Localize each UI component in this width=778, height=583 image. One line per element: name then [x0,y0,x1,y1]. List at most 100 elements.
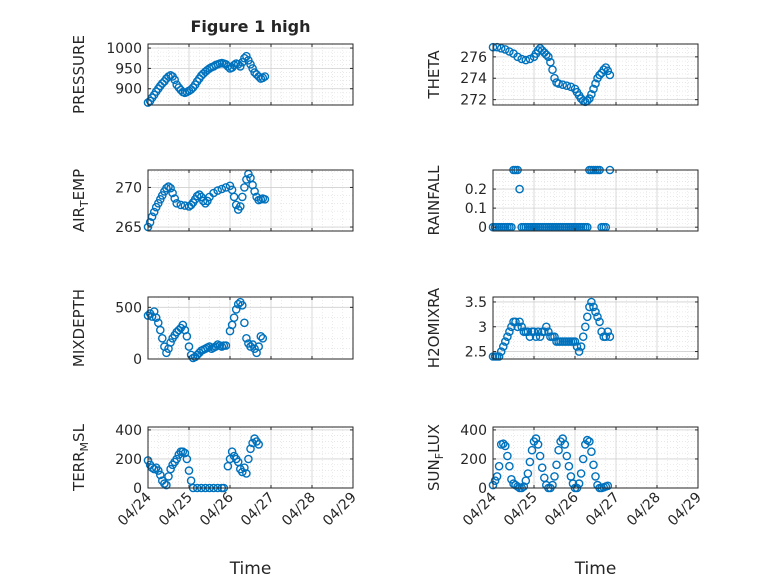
data-point [196,192,206,202]
data-point [498,439,508,449]
data-point [593,312,602,322]
data-point [151,313,161,323]
data-point [503,332,512,342]
data-point [172,198,181,208]
axes-box [492,43,699,106]
data-point [552,460,561,470]
y-axis-label: AIRTEMP [70,169,91,232]
axes-box [492,169,699,232]
data-point [585,302,594,312]
data-point [242,469,251,478]
major-grid [148,170,353,231]
data-point [180,448,190,458]
data-point [145,217,155,227]
data-point [246,342,255,351]
data-point [205,342,214,351]
y-axis-label-subscript: F [433,453,446,459]
data-point [176,200,186,210]
data-point [517,54,527,64]
data-point [248,64,257,73]
x-axis-label: Time [574,559,617,579]
x-tick-label: 04/28 [624,490,664,530]
data-point [229,60,239,70]
x-tick-label: 04/29 [665,490,705,530]
data-point [585,437,594,446]
data-point [544,52,553,62]
y-tick-label: 400 [115,423,142,439]
data-point [527,445,537,455]
data-point [560,440,570,449]
data-point [535,451,545,461]
y-axis-label: RAINFALL [425,165,443,236]
data-point [525,332,535,342]
data-point [525,54,535,64]
data-point [178,447,188,457]
data-point [535,332,545,342]
data-point [500,441,510,451]
data-point [503,451,512,461]
data-point [583,312,592,322]
data-point [500,45,510,54]
data-point [240,318,249,328]
data-point [186,200,196,210]
data-point [589,84,598,94]
data-point [223,62,233,71]
data-point [166,338,175,347]
data-point [519,482,529,491]
y-tick-label: 0 [133,481,142,497]
data-points [488,297,615,361]
data-point [546,57,555,67]
data-point [578,332,588,342]
data-point [172,454,181,464]
data-point [256,331,266,341]
data-point [583,96,592,105]
y-axis-label-part: AIR [70,207,88,232]
data-point [490,476,500,486]
subplot-mixdepth: 0 500 MIXDEPTH [70,289,354,368]
data-point [227,447,237,457]
data-point [254,440,264,449]
x-tick-label: 04/26 [542,489,582,529]
y-tick-label: 900 [115,82,142,98]
x-axis-label: Time [229,559,272,579]
data-point [531,332,541,342]
subplot-theta: 272 274 276 THETA [425,42,699,109]
data-point [149,464,159,474]
data-point [494,461,504,471]
data-point [168,188,177,198]
x-tick-label: 04/25 [156,490,196,530]
data-point [235,202,245,211]
data-point [550,472,559,481]
data-point [217,184,227,194]
data-point [550,332,559,342]
y-axis-label-part: EMP [70,169,88,200]
data-point [603,66,613,76]
x-tick-label: 04/29 [320,490,360,530]
y-tick-label: 265 [115,220,142,236]
y-tick-label: 950 [115,61,142,77]
data-point [566,82,576,92]
data-point [599,65,609,74]
data-point [237,300,247,310]
y-tick-label: 200 [460,452,487,468]
data-point [589,460,598,470]
y-tick-label: 270 [115,180,142,196]
data-point [242,51,251,61]
data-point [591,79,600,88]
data-point [562,81,572,90]
y-axis-label-subscript: T [78,200,91,208]
data-point [242,333,251,343]
y-tick-label: 3.5 [465,295,487,311]
data-point [162,480,171,490]
data-point [513,322,522,332]
y-tick-label: 276 [460,50,487,66]
data-point [221,341,231,350]
data-point [587,447,596,457]
data-point [164,182,173,191]
x-tick-label: 04/28 [279,490,319,530]
data-point [260,194,270,204]
data-point [201,198,210,208]
data-point [170,75,179,85]
data-point [513,482,522,491]
